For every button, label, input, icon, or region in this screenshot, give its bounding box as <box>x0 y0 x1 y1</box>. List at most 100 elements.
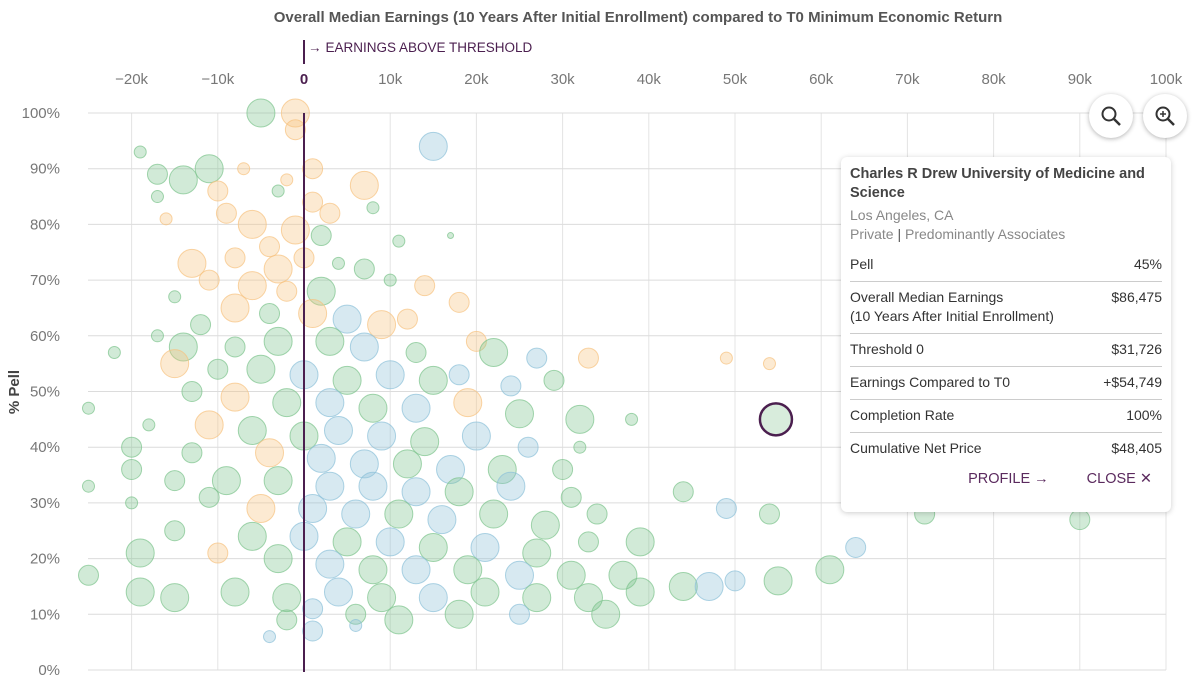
data-point[interactable] <box>496 471 526 501</box>
data-point[interactable] <box>375 527 405 557</box>
data-point[interactable] <box>577 347 599 369</box>
data-point[interactable] <box>367 310 397 340</box>
data-point[interactable] <box>763 566 793 596</box>
data-point[interactable] <box>207 358 229 380</box>
data-point[interactable] <box>815 555 845 585</box>
data-point[interactable] <box>168 290 182 304</box>
data-point[interactable] <box>560 486 582 508</box>
data-point[interactable] <box>220 293 250 323</box>
data-point[interactable] <box>280 215 310 245</box>
data-point[interactable] <box>306 276 336 306</box>
data-point[interactable] <box>444 599 474 629</box>
data-point[interactable] <box>181 381 203 402</box>
data-point[interactable] <box>436 454 466 484</box>
data-point[interactable] <box>505 399 534 429</box>
data-point[interactable] <box>332 365 362 395</box>
data-point[interactable] <box>211 466 241 496</box>
data-point[interactable] <box>159 212 173 226</box>
data-point[interactable] <box>367 421 397 451</box>
data-point[interactable] <box>401 477 431 507</box>
data-point[interactable] <box>349 332 379 362</box>
data-point[interactable] <box>298 299 328 329</box>
data-point[interactable] <box>323 577 353 607</box>
data-point[interactable] <box>121 436 143 458</box>
data-point[interactable] <box>349 449 379 479</box>
search-button[interactable] <box>1089 94 1133 138</box>
data-point[interactable] <box>263 544 293 574</box>
data-point[interactable] <box>672 481 694 503</box>
data-point[interactable] <box>418 365 448 395</box>
data-point[interactable] <box>125 496 139 510</box>
data-point[interactable] <box>280 98 310 128</box>
data-point[interactable] <box>246 98 276 128</box>
data-point[interactable] <box>164 520 186 542</box>
data-point[interactable] <box>78 564 99 586</box>
data-point[interactable] <box>444 477 474 507</box>
data-point[interactable] <box>530 510 560 540</box>
data-point[interactable] <box>207 180 229 202</box>
data-point[interactable] <box>323 415 353 445</box>
data-point[interactable] <box>332 527 362 557</box>
data-point[interactable] <box>263 326 293 356</box>
data-point[interactable] <box>315 326 345 356</box>
data-point[interactable] <box>414 275 436 297</box>
data-point[interactable] <box>263 630 277 644</box>
data-point[interactable] <box>453 388 483 418</box>
data-point[interactable] <box>315 549 345 579</box>
data-point[interactable] <box>565 404 595 434</box>
data-point[interactable] <box>246 493 276 523</box>
data-point[interactable] <box>418 583 448 613</box>
data-point[interactable] <box>125 538 155 568</box>
data-point[interactable] <box>556 560 586 590</box>
data-point[interactable] <box>319 202 341 224</box>
data-point[interactable] <box>302 191 324 213</box>
data-point[interactable] <box>461 421 491 451</box>
data-point[interactable] <box>487 454 517 484</box>
data-point[interactable] <box>410 427 440 457</box>
data-point[interactable] <box>418 131 448 161</box>
data-point[interactable] <box>625 577 655 607</box>
data-point[interactable] <box>272 583 302 613</box>
data-point[interactable] <box>591 599 621 629</box>
data-point[interactable] <box>168 332 198 362</box>
data-point[interactable] <box>150 329 164 343</box>
data-point[interactable] <box>479 499 509 529</box>
data-point[interactable] <box>160 349 190 379</box>
data-point[interactable] <box>181 442 203 464</box>
data-point[interactable] <box>715 497 737 519</box>
data-point[interactable] <box>522 538 552 568</box>
data-point[interactable] <box>315 471 345 501</box>
data-point[interactable] <box>358 555 388 585</box>
data-point[interactable] <box>719 351 733 365</box>
data-point[interactable] <box>82 479 95 493</box>
data-point[interactable] <box>82 401 95 415</box>
data-point[interactable] <box>517 436 539 458</box>
data-point[interactable] <box>142 418 156 432</box>
data-point[interactable] <box>271 184 285 198</box>
data-point[interactable] <box>315 388 345 418</box>
data-point[interactable] <box>383 273 397 287</box>
data-point[interactable] <box>237 521 267 551</box>
data-point[interactable] <box>220 577 250 607</box>
data-point[interactable] <box>107 346 121 360</box>
data-point[interactable] <box>263 254 293 284</box>
data-point[interactable] <box>263 466 293 496</box>
data-point[interactable] <box>331 256 345 270</box>
data-point[interactable] <box>349 618 363 632</box>
data-point[interactable] <box>194 154 224 184</box>
data-point[interactable] <box>366 201 380 215</box>
data-point[interactable] <box>509 603 530 625</box>
data-point[interactable] <box>845 536 867 558</box>
data-point[interactable] <box>259 303 281 325</box>
data-point[interactable] <box>367 583 397 613</box>
data-point[interactable] <box>341 499 371 529</box>
data-point[interactable] <box>125 577 155 607</box>
data-point[interactable] <box>345 603 367 625</box>
data-point[interactable] <box>453 555 483 585</box>
data-point[interactable] <box>246 354 276 384</box>
data-point[interactable] <box>280 173 294 187</box>
data-point[interactable] <box>392 234 406 248</box>
data-point[interactable] <box>146 163 168 185</box>
data-point[interactable] <box>543 369 565 391</box>
data-point[interactable] <box>447 232 455 240</box>
